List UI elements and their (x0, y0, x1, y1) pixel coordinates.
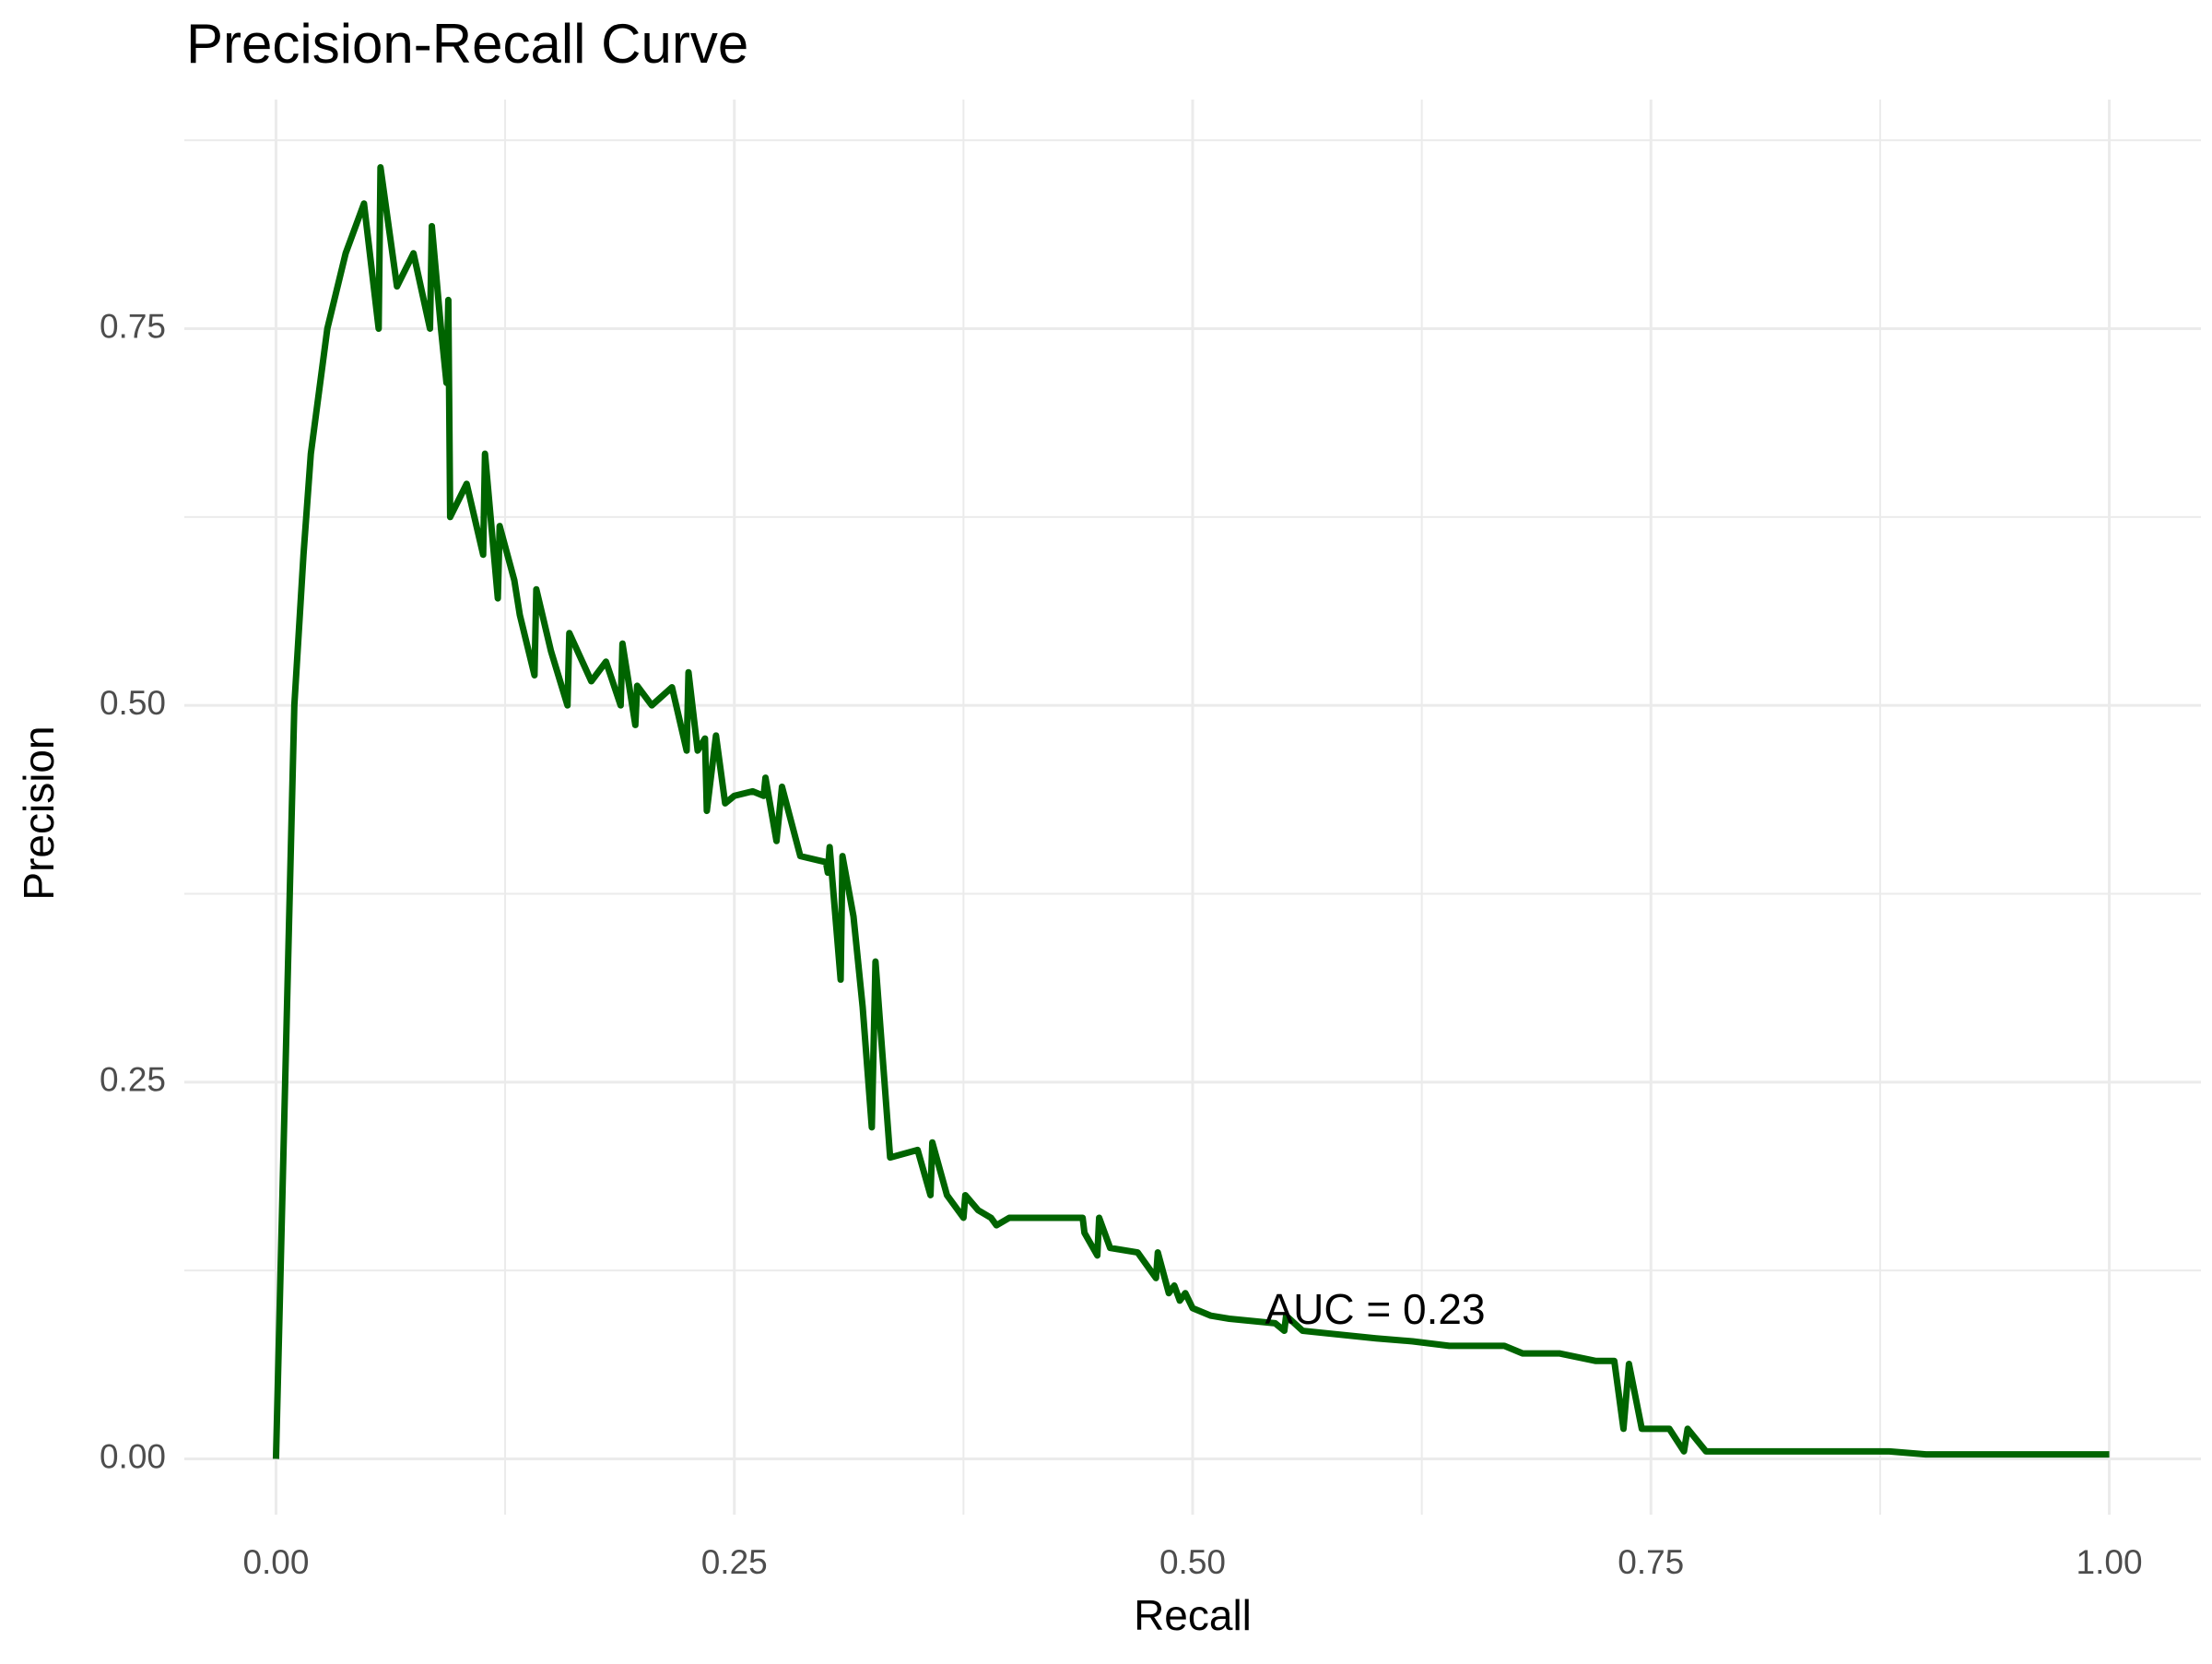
y-tick-label: 0.25 (100, 1061, 166, 1099)
x-tick-label: 0.50 (1159, 1543, 1226, 1581)
pr-curve (272, 164, 2110, 1459)
x-axis-title: Recall (1134, 1591, 1252, 1639)
auc-annotation: AUC = 0.23 (1265, 1285, 1485, 1333)
y-tick-label: 0.00 (100, 1437, 166, 1475)
y-axis-title: Precision (15, 726, 63, 900)
x-tick-label: 0.25 (701, 1543, 768, 1581)
x-tick-label: 0.75 (1618, 1543, 1684, 1581)
plot-marks (272, 164, 2110, 1459)
x-tick-label: 0.00 (242, 1543, 309, 1581)
grid (184, 100, 2201, 1515)
chart-title: Precision-Recall Curve (186, 13, 748, 75)
x-tick-label: 1.00 (2077, 1543, 2143, 1581)
y-tick-label: 0.50 (100, 684, 166, 722)
y-tick-label: 0.75 (100, 307, 166, 345)
